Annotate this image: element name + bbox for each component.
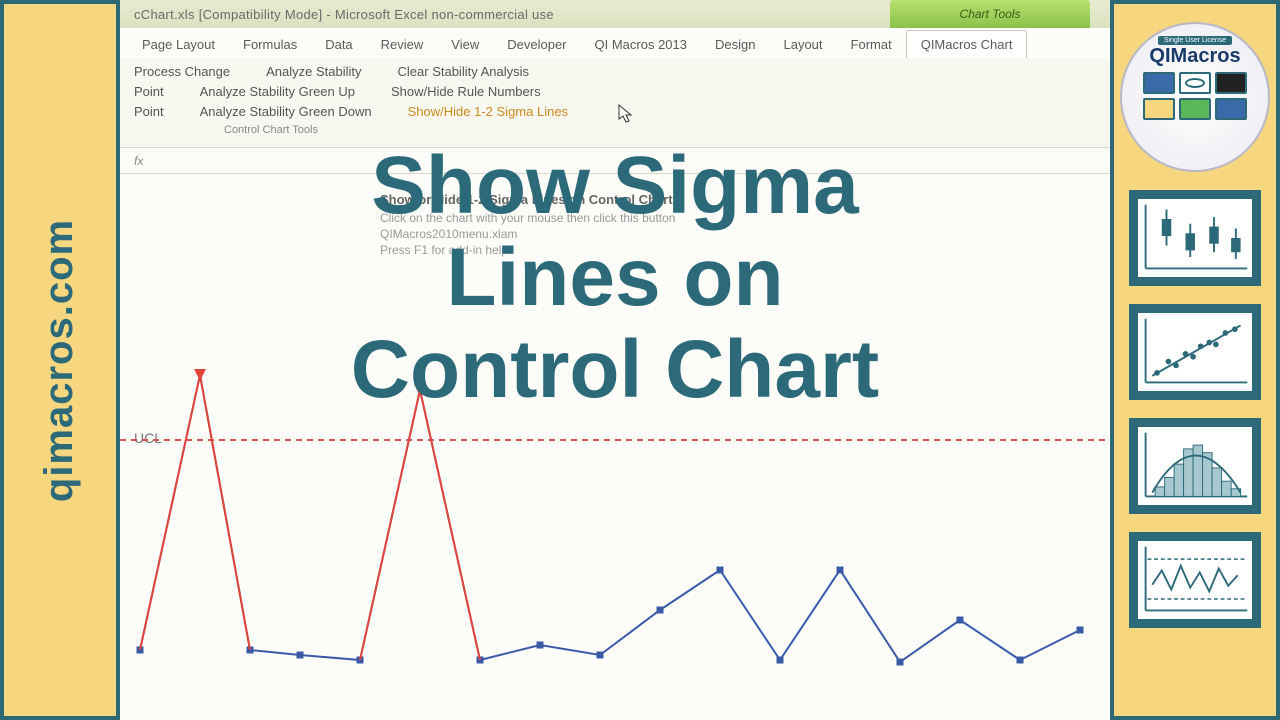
tab-layout[interactable]: Layout <box>769 31 836 58</box>
excel-screenshot: cChart.xls [Compatibility Mode] - Micros… <box>120 0 1110 720</box>
ribbon-cmd[interactable]: Analyze Stability <box>266 64 361 79</box>
tooltip-line: Press F1 for add-in help. <box>380 243 850 257</box>
ribbon-cmd-highlight[interactable]: Show/Hide 1-2 Sigma Lines <box>408 104 568 119</box>
tab-qimacros-chart[interactable]: QIMacros Chart <box>906 30 1028 58</box>
ribbon-tooltip: Show or Hide 1-2 Sigma Lines on Control … <box>380 192 850 257</box>
product-disc: Single User License QIMacros <box>1120 22 1270 172</box>
ribbon-tabs: Chart Tools Page LayoutFormulasDataRevie… <box>120 28 1110 58</box>
fx-label: fx <box>134 154 143 168</box>
tab-developer[interactable]: Developer <box>493 31 580 58</box>
tab-design[interactable]: Design <box>701 31 769 58</box>
thumb-control-chart <box>1129 532 1261 628</box>
ribbon-cmd[interactable]: Point <box>134 84 164 99</box>
tab-data[interactable]: Data <box>311 31 366 58</box>
ribbon-cmd[interactable]: Analyze Stability Green Down <box>200 104 372 119</box>
chart-tools-contextual: Chart Tools <box>890 0 1090 28</box>
control-chart <box>120 310 1110 720</box>
formula-bar[interactable]: fx <box>120 148 1110 174</box>
left-brand-band: qimacros.com <box>0 0 120 720</box>
thumb-scatter <box>1129 304 1261 400</box>
ribbon-cmd[interactable]: Process Change <box>134 64 230 79</box>
disc-icon-grid <box>1140 72 1250 120</box>
ribbon-cmd[interactable]: Show/Hide Rule Numbers <box>391 84 541 99</box>
ribbon-panel: Process Change Analyze Stability Clear S… <box>120 58 1110 148</box>
tab-formulas[interactable]: Formulas <box>229 31 311 58</box>
tab-review[interactable]: Review <box>367 31 438 58</box>
tab-format[interactable]: Format <box>837 31 906 58</box>
thumb-histogram <box>1129 418 1261 514</box>
thumb-boxplot <box>1129 190 1261 286</box>
brand-url: qimacros.com <box>38 218 83 501</box>
tooltip-line: QIMacros2010menu.xlam <box>380 227 850 241</box>
right-brand-band: Single User License QIMacros <box>1110 0 1280 720</box>
tab-qi-macros-2013[interactable]: QI Macros 2013 <box>581 31 702 58</box>
tooltip-title: Show or Hide 1-2 Sigma Lines on Control … <box>380 192 850 207</box>
ribbon-row-2: Point Analyze Stability Green Up Show/Hi… <box>134 84 1096 99</box>
disc-brand: QIMacros <box>1149 45 1240 68</box>
disc-banner: Single User License <box>1158 36 1232 45</box>
ribbon-cmd[interactable]: Analyze Stability Green Up <box>200 84 355 99</box>
ribbon-cmd[interactable]: Clear Stability Analysis <box>398 64 530 79</box>
tooltip-line: Click on the chart with your mouse then … <box>380 211 850 225</box>
tab-view[interactable]: View <box>437 31 493 58</box>
ribbon-row-3: Point Analyze Stability Green Down Show/… <box>134 104 1096 119</box>
tab-page-layout[interactable]: Page Layout <box>128 31 229 58</box>
ribbon-cmd[interactable]: Point <box>134 104 164 119</box>
ribbon-section-label: Control Chart Tools <box>224 124 1096 136</box>
ribbon-row-1: Process Change Analyze Stability Clear S… <box>134 64 1096 79</box>
